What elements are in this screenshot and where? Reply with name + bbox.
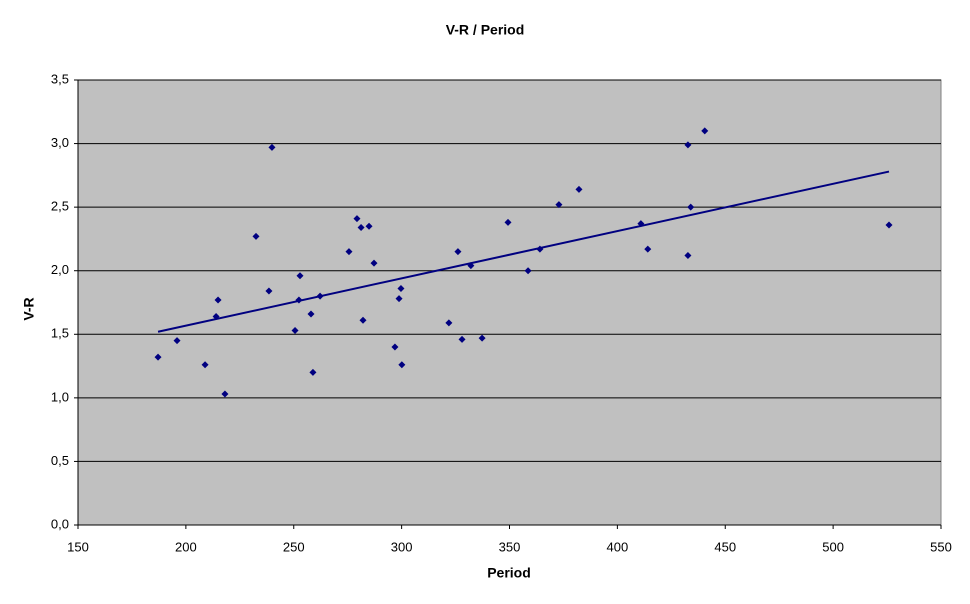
y-tick-label: 0,0	[51, 516, 69, 531]
data-point	[687, 203, 695, 211]
data-point	[365, 222, 373, 230]
data-point	[307, 310, 315, 318]
x-tick-label: 550	[930, 539, 952, 554]
data-point	[201, 361, 209, 369]
x-tick-label: 250	[283, 539, 305, 554]
data-point	[391, 343, 399, 351]
y-tick-label: 3,5	[51, 71, 69, 86]
x-tick-label: 500	[822, 539, 844, 554]
trendline	[157, 170, 890, 333]
data-point	[398, 361, 406, 369]
data-point	[221, 390, 229, 398]
y-tick-label: 3,0	[51, 135, 69, 150]
x-tick-label: 200	[175, 539, 197, 554]
x-tick-label: 150	[67, 539, 89, 554]
data-point	[296, 272, 304, 280]
y-tick-label: 2,5	[51, 199, 69, 214]
data-point	[252, 232, 260, 240]
data-point	[504, 218, 512, 226]
y-axis-label: V-R	[21, 297, 37, 320]
data-point	[478, 334, 486, 342]
x-axis-label: Period	[487, 565, 531, 581]
data-point	[445, 319, 453, 327]
y-tick-label: 1,5	[51, 326, 69, 341]
data-point	[395, 295, 403, 303]
data-point	[359, 316, 367, 324]
data-point	[555, 201, 563, 209]
data-point	[454, 248, 462, 256]
data-point	[214, 296, 222, 304]
x-tick-label: 300	[391, 539, 413, 554]
data-point	[458, 335, 466, 343]
y-tick-label: 1,0	[51, 389, 69, 404]
data-point	[397, 285, 405, 293]
y-tick-label: 2,0	[51, 262, 69, 277]
data-point	[309, 368, 317, 376]
data-point	[701, 127, 709, 135]
x-tick-label: 450	[714, 539, 736, 554]
data-point	[265, 287, 273, 295]
data-point	[154, 353, 162, 361]
data-point	[357, 223, 365, 231]
data-point	[644, 245, 652, 253]
data-point	[684, 251, 692, 259]
data-point	[173, 337, 181, 345]
plot-area	[77, 79, 942, 526]
x-tick-label: 400	[607, 539, 629, 554]
data-point	[885, 221, 893, 229]
data-point	[684, 141, 692, 149]
chart-title: V-R / Period	[446, 22, 525, 38]
data-point	[575, 185, 583, 193]
x-tick-label: 350	[499, 539, 521, 554]
y-tick-label: 0,5	[51, 453, 69, 468]
data-point	[524, 267, 532, 275]
data-point	[345, 248, 353, 256]
data-point	[268, 143, 276, 151]
data-point	[353, 215, 361, 223]
data-point	[291, 326, 299, 334]
data-point	[370, 259, 378, 267]
